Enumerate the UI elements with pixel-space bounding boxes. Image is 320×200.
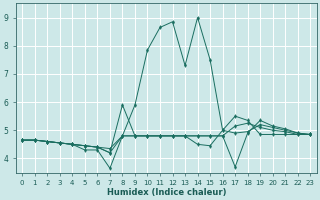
X-axis label: Humidex (Indice chaleur): Humidex (Indice chaleur): [107, 188, 226, 197]
